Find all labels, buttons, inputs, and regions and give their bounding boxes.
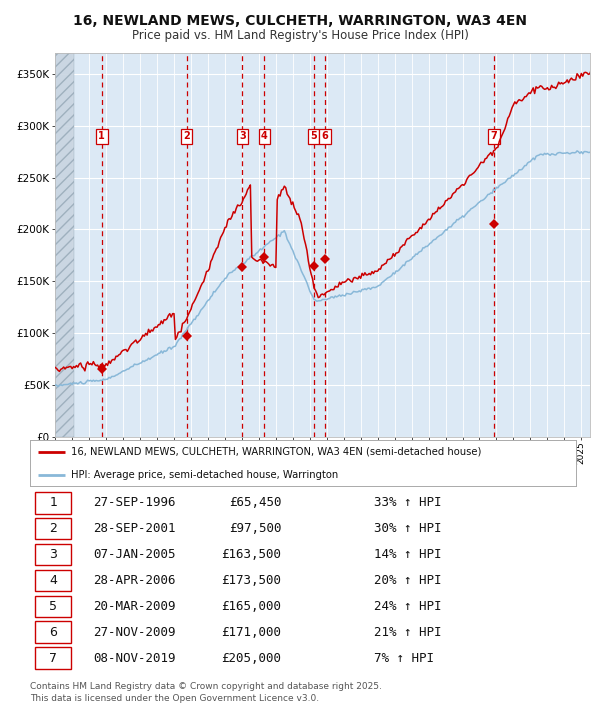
- Text: 5: 5: [49, 600, 57, 613]
- Text: 2: 2: [49, 522, 57, 535]
- Text: 4: 4: [49, 574, 57, 587]
- Text: 33% ↑ HPI: 33% ↑ HPI: [374, 496, 442, 509]
- Text: 07-JAN-2005: 07-JAN-2005: [93, 548, 175, 561]
- Text: 16, NEWLAND MEWS, CULCHETH, WARRINGTON, WA3 4EN: 16, NEWLAND MEWS, CULCHETH, WARRINGTON, …: [73, 14, 527, 28]
- Text: 27-SEP-1996: 27-SEP-1996: [93, 496, 175, 509]
- Text: 16, NEWLAND MEWS, CULCHETH, WARRINGTON, WA3 4EN (semi-detached house): 16, NEWLAND MEWS, CULCHETH, WARRINGTON, …: [71, 447, 481, 457]
- Text: HPI: Average price, semi-detached house, Warrington: HPI: Average price, semi-detached house,…: [71, 470, 338, 480]
- Text: 2: 2: [183, 131, 190, 141]
- Text: £171,000: £171,000: [221, 626, 281, 639]
- Text: 14% ↑ HPI: 14% ↑ HPI: [374, 548, 442, 561]
- Text: 21% ↑ HPI: 21% ↑ HPI: [374, 626, 442, 639]
- Text: 4: 4: [261, 131, 268, 141]
- Text: £97,500: £97,500: [229, 522, 281, 535]
- Text: This data is licensed under the Open Government Licence v3.0.: This data is licensed under the Open Gov…: [30, 694, 319, 704]
- FancyBboxPatch shape: [35, 492, 71, 513]
- Bar: [55, 53, 74, 437]
- Text: 1: 1: [98, 131, 105, 141]
- Text: 20% ↑ HPI: 20% ↑ HPI: [374, 574, 442, 587]
- Text: 28-SEP-2001: 28-SEP-2001: [93, 522, 175, 535]
- Text: 27-NOV-2009: 27-NOV-2009: [93, 626, 175, 639]
- Text: 08-NOV-2019: 08-NOV-2019: [93, 652, 175, 665]
- Text: 7: 7: [491, 131, 497, 141]
- Text: 7% ↑ HPI: 7% ↑ HPI: [374, 652, 434, 665]
- FancyBboxPatch shape: [35, 518, 71, 540]
- Text: 1: 1: [49, 496, 57, 509]
- Text: 30% ↑ HPI: 30% ↑ HPI: [374, 522, 442, 535]
- Text: 7: 7: [49, 652, 57, 665]
- Text: £205,000: £205,000: [221, 652, 281, 665]
- FancyBboxPatch shape: [35, 648, 71, 669]
- FancyBboxPatch shape: [35, 596, 71, 617]
- FancyBboxPatch shape: [35, 544, 71, 565]
- Text: 28-APR-2006: 28-APR-2006: [93, 574, 175, 587]
- Text: 6: 6: [322, 131, 329, 141]
- Text: £173,500: £173,500: [221, 574, 281, 587]
- Text: £165,000: £165,000: [221, 600, 281, 613]
- Text: 24% ↑ HPI: 24% ↑ HPI: [374, 600, 442, 613]
- Text: 20-MAR-2009: 20-MAR-2009: [93, 600, 175, 613]
- Text: 6: 6: [49, 626, 57, 639]
- FancyBboxPatch shape: [35, 569, 71, 591]
- Text: 3: 3: [49, 548, 57, 561]
- Text: Price paid vs. HM Land Registry's House Price Index (HPI): Price paid vs. HM Land Registry's House …: [131, 29, 469, 42]
- Text: 3: 3: [239, 131, 246, 141]
- Text: £65,450: £65,450: [229, 496, 281, 509]
- Text: 5: 5: [310, 131, 317, 141]
- FancyBboxPatch shape: [35, 621, 71, 643]
- Text: Contains HM Land Registry data © Crown copyright and database right 2025.: Contains HM Land Registry data © Crown c…: [30, 682, 382, 691]
- Text: £163,500: £163,500: [221, 548, 281, 561]
